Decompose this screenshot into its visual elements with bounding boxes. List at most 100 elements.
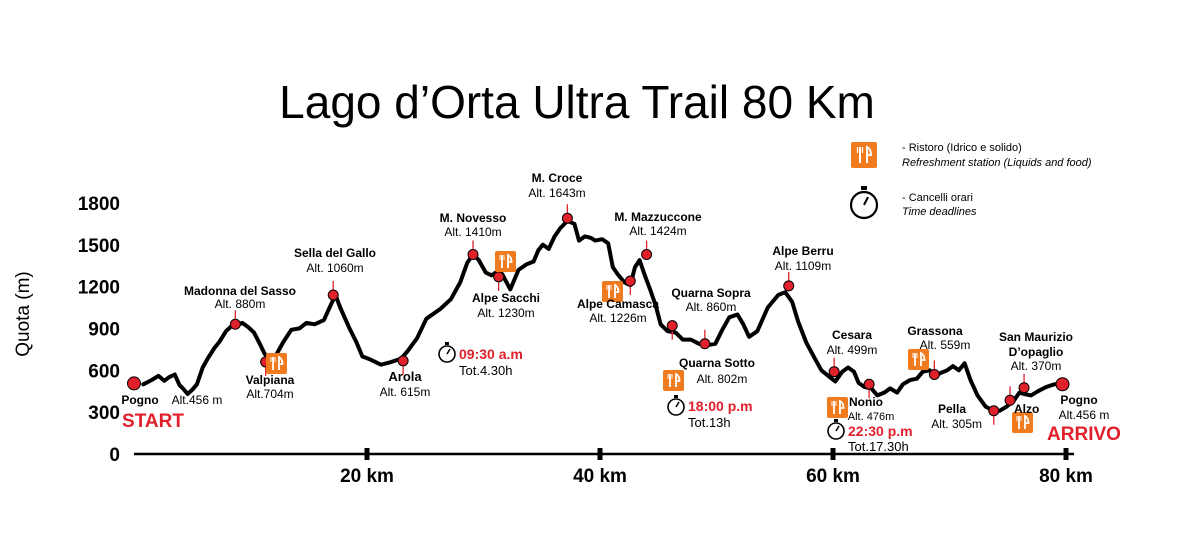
station-icons	[266, 251, 1033, 433]
waypoint-labels: Pogno Alt.456 m START Madonna del Sasso …	[121, 171, 1121, 445]
label-m-croce: M. Croce	[532, 171, 583, 185]
alt-quarna-sotto: Alt. 802m	[697, 372, 748, 386]
stopwatch-icon	[827, 419, 845, 440]
fork-knife-icon	[495, 251, 516, 272]
label-pogno-finish: Pogno	[1060, 393, 1097, 407]
alt-pogno-finish: Alt.456 m	[1059, 408, 1110, 422]
deadline-time-2: 18:00 p.m	[688, 398, 753, 414]
label-alpe-sacchi: Alpe Sacchi	[472, 291, 540, 305]
y-tick-label: 0	[109, 445, 120, 466]
alt-san-maurizio: Alt. 370m	[1011, 359, 1062, 373]
legend-cancelli-en: Time deadlines	[902, 206, 977, 218]
waypoint-marker	[783, 280, 795, 292]
fork-knife-icon	[266, 353, 287, 374]
waypoint-marker	[1004, 394, 1016, 406]
legend-ristoro: - Ristoro (Idrico e solido)	[902, 142, 1022, 154]
label-pogno-start: Pogno	[121, 393, 158, 407]
label-arola: Arola	[388, 369, 422, 384]
waypoint-marker	[493, 271, 505, 283]
y-tick-label: 600	[88, 361, 120, 382]
x-tick-label: 60 km	[806, 466, 860, 487]
finish-label: ARRIVO	[1047, 424, 1121, 445]
alt-alpe-sacchi: Alt. 1230m	[477, 306, 534, 320]
waypoint-marker	[397, 355, 409, 367]
waypoint-markers	[127, 212, 1070, 417]
alt-m-mazzuccone: Alt. 1424m	[629, 224, 686, 238]
y-tick-labels: 0 300 600 900 1200 1500 1800	[78, 194, 120, 466]
stopwatch-icon	[849, 186, 879, 220]
fork-knife-icon	[602, 281, 623, 302]
y-tick-label: 1200	[78, 278, 120, 299]
label-san-maurizio: San Maurizio D’opaglio	[999, 330, 1073, 359]
stopwatch-icon	[667, 395, 685, 416]
waypoint-marker	[699, 338, 711, 350]
x-tick-mark	[830, 448, 836, 460]
alt-madonna-del-sasso: Alt. 880m	[215, 297, 266, 311]
label-alpe-berru: Alpe Berru	[772, 244, 833, 258]
waypoint-marker	[467, 249, 479, 261]
label-nonio: Nonio	[849, 395, 883, 409]
deadline-total-3: Tot.17.30h	[848, 439, 909, 454]
label-grassona: Grassona	[907, 324, 963, 338]
x-tick-label: 80 km	[1039, 466, 1093, 487]
fork-knife-icon	[1012, 412, 1033, 433]
fork-knife-icon	[827, 397, 848, 418]
waypoint-marker	[988, 405, 1000, 417]
waypoint-marker	[1018, 382, 1030, 394]
alt-grassona: Alt. 559m	[920, 338, 971, 352]
label-m-mazzuccone: M. Mazzuccone	[614, 210, 702, 224]
start-label: START	[122, 411, 184, 432]
waypoint-marker	[666, 320, 678, 332]
alt-m-novesso: Alt. 1410m	[444, 225, 501, 239]
waypoint-marker	[327, 289, 339, 301]
x-axis: 20 km 40 km 60 km 80 km	[134, 448, 1093, 487]
label-sella-del-gallo: Sella del Gallo	[294, 246, 376, 260]
legend: - Ristoro (Idrico e solido) Refreshment …	[849, 142, 1092, 220]
alt-sella-del-gallo: Alt. 1060m	[306, 261, 363, 275]
x-tick-mark	[364, 448, 370, 460]
alt-pogno-start: Alt.456 m	[172, 393, 223, 407]
waypoint-marker	[561, 212, 573, 224]
waypoint-marker	[828, 366, 840, 378]
waypoint-marker	[928, 368, 940, 380]
alt-quarna-sopra: Alt. 860m	[686, 300, 737, 314]
alt-pella: Alt. 305m	[931, 417, 982, 431]
alt-valpiana: Alt.704m	[246, 387, 293, 401]
waypoint-marker	[229, 318, 241, 330]
label-quarna-sotto: Quarna Sotto	[679, 356, 755, 370]
chart-title: Lago d’Orta Ultra Trail 80 Km	[279, 76, 875, 128]
fork-knife-icon	[663, 370, 684, 391]
label-alzo: Alzo	[1014, 402, 1039, 416]
waypoint-marker	[1055, 377, 1070, 392]
label-pella: Pella	[938, 402, 966, 416]
deadline-time-3: 22:30 p.m	[848, 423, 913, 439]
deadline-total-1: Tot.4.30h	[459, 363, 513, 378]
label-cesara: Cesara	[832, 328, 872, 342]
y-axis-label: Quota (m)	[13, 271, 34, 357]
waypoint-marker	[127, 376, 141, 391]
label-m-novesso: M. Novesso	[440, 211, 507, 225]
x-tick-mark	[597, 448, 603, 460]
legend-cancelli: - Cancelli orari	[902, 192, 973, 204]
stopwatch-icon	[438, 342, 456, 363]
alt-m-croce: Alt. 1643m	[528, 186, 585, 200]
waypoint-marker	[863, 378, 875, 390]
waypoint-marker	[641, 249, 653, 261]
waypoint-marker	[624, 275, 636, 287]
label-alpe-camasca: Alpe Camasca	[577, 297, 659, 311]
alt-arola: Alt. 615m	[380, 385, 431, 399]
fork-knife-icon	[908, 349, 929, 370]
time-deadlines: 09:30 a.m Tot.4.30h 18:00 p.m Tot.13h 22…	[438, 342, 913, 454]
deadline-total-2: Tot.13h	[688, 415, 731, 430]
label-madonna-del-sasso: Madonna del Sasso	[184, 284, 296, 298]
x-tick-mark	[1063, 448, 1069, 460]
y-tick-label: 300	[88, 403, 120, 424]
y-tick-label: 900	[88, 319, 120, 340]
label-valpiana: Valpiana	[246, 373, 295, 387]
label-quarna-sopra: Quarna Sopra	[671, 286, 751, 300]
x-tick-label: 20 km	[340, 466, 394, 487]
alt-alpe-camasca: Alt. 1226m	[589, 311, 646, 325]
y-tick-label: 1500	[78, 236, 120, 257]
alt-cesara: Alt. 499m	[827, 343, 878, 357]
